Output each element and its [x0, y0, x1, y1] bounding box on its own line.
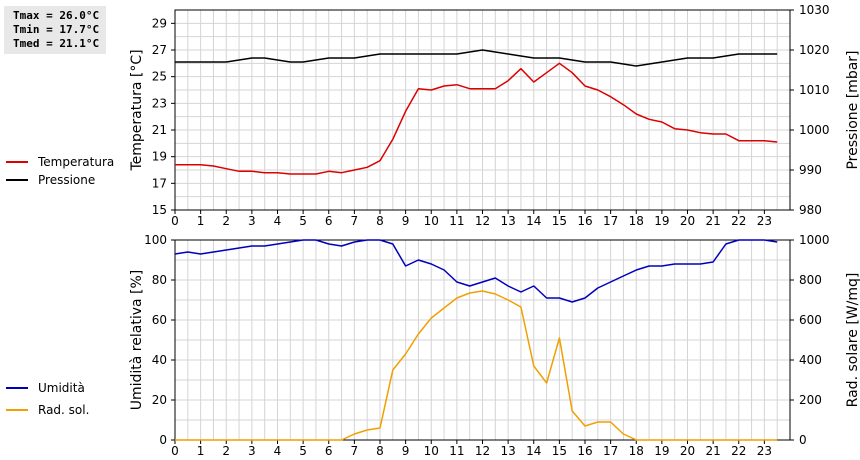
panel1-x-tick-label: 5 [299, 214, 307, 228]
panel2-x-tick-label: 0 [171, 444, 179, 458]
legend-swatch-temperatura [6, 161, 28, 163]
panel2-x-tick-label: 14 [526, 444, 541, 458]
panel2-x-tick-label: 5 [299, 444, 307, 458]
panel2-y2-tick-label: 800 [799, 273, 822, 287]
panel1-x-tick-label: 15 [552, 214, 567, 228]
panel1-series-line-0 [175, 62, 778, 175]
panel1-y2-axis-title: Pressione [mbar] [845, 50, 860, 169]
panel1-x-tick-label: 23 [757, 214, 772, 228]
panel1-y-tick-label: 17 [152, 176, 167, 190]
panel1-x-tick-label: 3 [248, 214, 256, 228]
panel1-y-tick-label: 15 [152, 203, 167, 217]
panel1-y-tick-label: 25 [152, 70, 167, 84]
panel2-x-tick-label: 19 [654, 444, 669, 458]
panel1-y2-tick-label: 990 [799, 163, 822, 177]
panel1-y2-tick-label: 1000 [799, 123, 830, 137]
panel2-x-tick-label: 7 [351, 444, 359, 458]
panel1-y2-tick-label: 1020 [799, 43, 830, 57]
panel1-x-tick-label: 21 [705, 214, 720, 228]
panel1-x-tick-label: 16 [577, 214, 592, 228]
panel2-x-tick-label: 1 [197, 444, 205, 458]
panel2-series-line-0 [174, 239, 778, 303]
panel2-y-tick-label: 0 [159, 433, 167, 447]
panel1-y-tick-label: 29 [152, 16, 167, 30]
legend-item-pressione: Pressione [6, 172, 95, 188]
panel1-x-tick-label: 2 [222, 214, 230, 228]
legend-label-radsol: Rad. sol. [38, 403, 90, 417]
panel2-y2-tick-label: 600 [799, 313, 822, 327]
panel1-x-tick-label: 14 [526, 214, 541, 228]
panel1-x-tick-label: 1 [197, 214, 205, 228]
panel2-x-tick-label: 11 [449, 444, 464, 458]
panel1-x-tick-label: 8 [376, 214, 384, 228]
panel2-x-tick-label: 22 [731, 444, 746, 458]
panel2-y-tick-label: 80 [152, 273, 167, 287]
panel2-x-tick-label: 9 [402, 444, 410, 458]
panel2-y2-tick-label: 200 [799, 393, 822, 407]
legend-label-umidita: Umidità [38, 381, 85, 395]
panel1-x-tick-label: 4 [274, 214, 282, 228]
panel2-x-tick-label: 13 [500, 444, 515, 458]
panel1-x-tick-label: 17 [603, 214, 618, 228]
panel2-y2-tick-label: 400 [799, 353, 822, 367]
legend-item-temperatura: Temperatura [6, 154, 114, 170]
panel1-y2-tick-label: 1030 [799, 3, 830, 17]
panel2-y2-axis-title: Rad. solare [W/mq] [845, 273, 860, 408]
panel1-x-tick-label: 7 [351, 214, 359, 228]
stats-box: Tmax = 26.0°C Tmin = 17.7°C Tmed = 21.1°… [4, 6, 106, 54]
panel2-x-tick-label: 6 [325, 444, 333, 458]
panel1-x-tick-label: 0 [171, 214, 179, 228]
panel1-x-tick-label: 11 [449, 214, 464, 228]
panel2-x-tick-label: 18 [629, 444, 644, 458]
panel1-x-tick-label: 18 [629, 214, 644, 228]
panel1-y-tick-label: 21 [152, 123, 167, 137]
panel1-x-tick-label: 19 [654, 214, 669, 228]
panel2-x-tick-label: 3 [248, 444, 256, 458]
panel2-x-tick-label: 10 [424, 444, 439, 458]
panel2-y-tick-label: 40 [152, 353, 167, 367]
panel2-x-tick-label: 12 [475, 444, 490, 458]
panel2-y-axis-title: Umidità relativa [%] [129, 270, 145, 411]
panel2-y2-tick-label: 0 [799, 433, 807, 447]
panel1-y2-tick-label: 1010 [799, 83, 830, 97]
panel1-x-tick-label: 13 [500, 214, 515, 228]
panel1-y-tick-label: 27 [152, 43, 167, 57]
stat-tmed: Tmed = 21.1°C [13, 37, 100, 50]
panel2-x-tick-label: 21 [705, 444, 720, 458]
panel2-y-tick-label: 60 [152, 313, 167, 327]
panel2-series-line-1 [175, 290, 778, 441]
panel2-x-tick-label: 16 [577, 444, 592, 458]
panel1-y-tick-label: 19 [152, 150, 167, 164]
panel2-x-tick-label: 8 [376, 444, 384, 458]
panel1-y-axis-title: Temperatura [°C] [129, 49, 145, 171]
panel1-x-tick-label: 10 [424, 214, 439, 228]
legend-swatch-radsol [6, 409, 28, 411]
panel2-x-tick-label: 2 [222, 444, 230, 458]
panel2-y2-tick-label: 1000 [799, 233, 830, 247]
legend-swatch-pressione [6, 179, 28, 181]
panel2-x-tick-label: 15 [552, 444, 567, 458]
panel2-y-tick-label: 20 [152, 393, 167, 407]
panel1-x-tick-label: 20 [680, 214, 695, 228]
panel2-x-tick-label: 4 [274, 444, 282, 458]
legend-label-pressione: Pressione [38, 173, 96, 187]
panel1-x-tick-label: 9 [402, 214, 410, 228]
legend-item-umidita: Umidità [6, 380, 85, 396]
panel1-x-tick-label: 22 [731, 214, 746, 228]
panel2-x-tick-label: 23 [757, 444, 772, 458]
panel1-x-tick-label: 12 [475, 214, 490, 228]
panel2-x-tick-label: 20 [680, 444, 695, 458]
legend-item-radsol: Rad. sol. [6, 402, 89, 418]
stat-tmin: Tmin = 17.7°C [13, 23, 100, 36]
stat-tmax: Tmax = 26.0°C [13, 9, 100, 22]
panel2-y-tick-label: 100 [144, 233, 167, 247]
panel1-series-line-1 [175, 49, 778, 67]
legend-label-temperatura: Temperatura [38, 155, 115, 169]
panel1-x-tick-label: 6 [325, 214, 333, 228]
legend-swatch-umidita [6, 387, 28, 389]
panel1-y2-tick-label: 980 [799, 203, 822, 217]
panel1-y-tick-label: 23 [152, 96, 167, 110]
panel2-x-tick-label: 17 [603, 444, 618, 458]
